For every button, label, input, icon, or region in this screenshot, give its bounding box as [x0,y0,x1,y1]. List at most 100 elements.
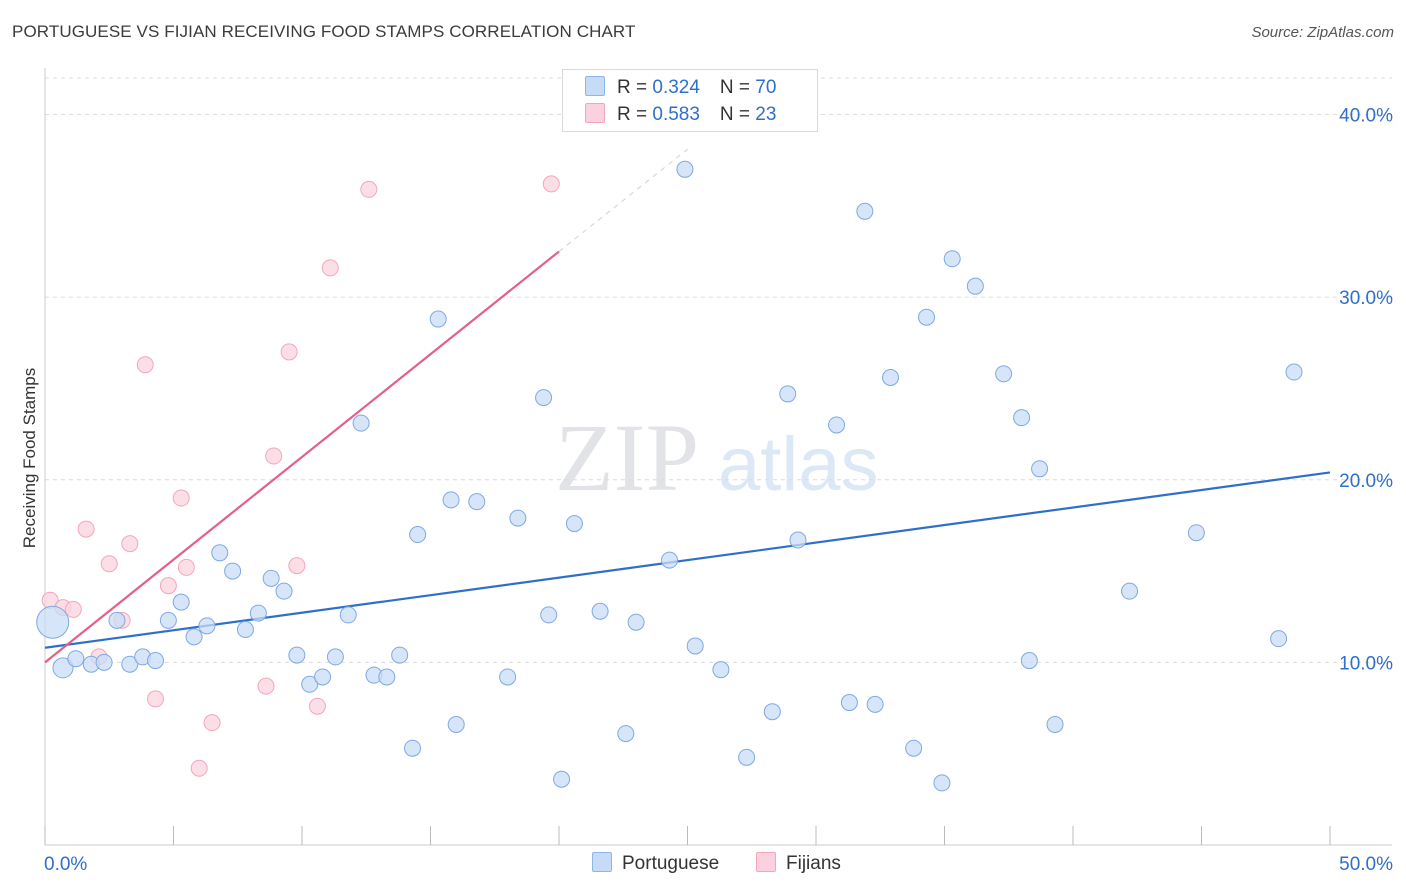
portuguese-point [686,637,704,655]
portuguese-point [95,653,113,671]
y-tick-label: 30.0% [1339,288,1393,309]
fijians-point [172,489,190,507]
fijians-point [136,356,154,374]
portuguese-point [447,715,465,733]
portuguese-point [905,739,923,757]
portuguese-point [121,655,139,673]
fijians-point [308,697,326,715]
portuguese-point [828,416,846,434]
portuguese-point [236,621,254,639]
portuguese-point [275,582,293,600]
fijians-point [542,175,560,193]
fijians-trend-line [44,250,560,664]
portuguese-point [738,748,756,766]
fijians-point [177,558,195,576]
portuguese-point [1270,630,1288,648]
portuguese-point [627,613,645,631]
bottom-legend-label-fijians: Fijians [786,853,841,874]
fijians-point [280,343,298,361]
fijians-point [159,577,177,595]
source-label: Source: ZipAtlas.com [1251,24,1394,41]
portuguese-point [779,385,797,403]
portuguese-point [591,602,609,620]
portuguese-point [326,648,344,666]
legend-r-label: R = [617,77,653,98]
legend-swatch-fijians [585,103,605,123]
legend-n-label: N = [719,77,756,98]
legend-swatch-portuguese [585,76,605,96]
portuguese-point [198,617,216,635]
portuguese-point [185,628,203,646]
portuguese-point [159,611,177,629]
data-points [36,160,1303,792]
portuguese-point [966,277,984,295]
portuguese-point [882,368,900,386]
bottom-legend-swatch-fijians [756,852,776,872]
portuguese-point [262,569,280,587]
watermark-zip: ZIP [555,404,699,511]
portuguese-point [249,604,267,622]
portuguese-point [108,611,126,629]
portuguese-point [352,414,370,432]
portuguese-point [1020,652,1038,670]
legend-n-value: 70 [755,77,777,98]
portuguese-point [301,675,319,693]
portuguese-point [339,606,357,624]
portuguese-point [468,493,486,511]
portuguese-point [617,725,635,743]
watermark: ZIP atlas [555,404,879,511]
legend-r-value: 0.324 [652,77,700,98]
portuguese-point [712,661,730,679]
legend: R = 0.324 N = 70 R = 0.583 N = 23 [562,69,818,132]
bottom-legend-portuguese: Portuguese [592,852,719,875]
portuguese-point [67,650,85,668]
bottom-legend-swatch-portuguese [592,852,612,872]
fijians-point [360,180,378,198]
portuguese-point [840,694,858,712]
legend-row-portuguese: R = 0.324 N = 70 [585,76,776,100]
portuguese-point [36,605,70,639]
fijians-point [64,600,82,618]
watermark-atlas: atlas [718,422,879,507]
portuguese-point [1031,460,1049,478]
fijians-trend-extension [558,148,688,252]
portuguese-point [288,646,306,664]
portuguese-point [404,739,422,757]
portuguese-point [661,551,679,569]
fijians-point [100,555,118,573]
y-axis-label: Receiving Food Stamps [20,368,39,548]
portuguese-point [147,652,165,670]
gridlines [45,77,1392,663]
portuguese-point [763,703,781,721]
portuguese-point [856,202,874,220]
portuguese-point [866,695,884,713]
fijians-point [265,447,283,465]
bottom-legend-fijians: Fijians [756,852,841,875]
axis-labels: 10.0% 20.0% 30.0% 40.0% 0.0% 50.0% Receiving F… [20,106,1393,875]
portuguese-point [995,365,1013,383]
fijians-point [321,259,339,277]
portuguese-point [499,668,517,686]
portuguese-point [918,308,936,326]
fijians-point [190,759,208,777]
portuguese-point [676,160,694,178]
fijians-point [147,690,165,708]
fijians-point [77,520,95,538]
portuguese-point [211,544,229,562]
portuguese-point [509,509,527,527]
portuguese-point [391,646,409,664]
legend-n-label: N = [719,104,756,125]
portuguese-point [1285,363,1303,381]
fijians-point [121,535,139,553]
fijians-point [257,677,275,695]
y-tick-label: 20.0% [1339,471,1393,492]
portuguese-point [553,770,571,788]
portuguese-point [442,491,460,509]
portuguese-point [409,526,427,544]
chart-title: PORTUGUESE VS FIJIAN RECEIVING FOOD STAM… [12,22,636,41]
portuguese-point [933,774,951,792]
portuguese-point [429,310,447,328]
y-tick-label: 10.0% [1339,653,1393,674]
axes [44,68,1392,846]
